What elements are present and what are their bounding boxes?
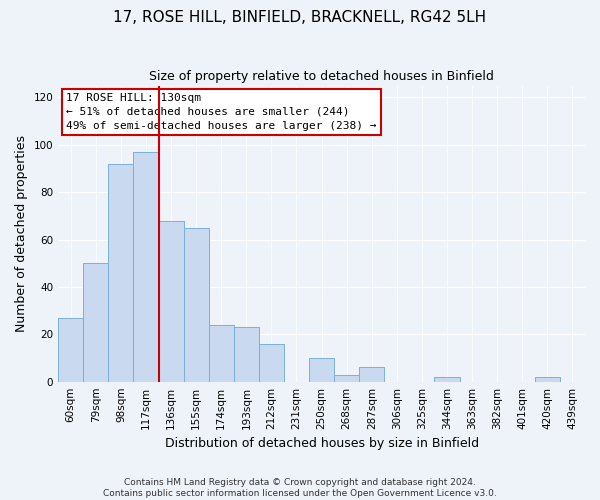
Bar (434, 377, 460, 382)
X-axis label: Distribution of detached houses by size in Binfield: Distribution of detached houses by size … (164, 437, 479, 450)
Bar (58, 318, 83, 382)
Bar (535, 377, 560, 382)
Bar (184, 228, 209, 382)
Bar (359, 368, 385, 382)
Text: Contains HM Land Registry data © Crown copyright and database right 2024.
Contai: Contains HM Land Registry data © Crown c… (103, 478, 497, 498)
Y-axis label: Number of detached properties: Number of detached properties (15, 135, 28, 332)
Bar (83, 263, 109, 382)
Bar (158, 220, 184, 382)
Bar (309, 358, 334, 382)
Bar (133, 152, 158, 382)
Title: Size of property relative to detached houses in Binfield: Size of property relative to detached ho… (149, 70, 494, 83)
Bar (209, 325, 234, 382)
Bar (109, 164, 133, 382)
Bar (259, 344, 284, 382)
Bar (334, 374, 359, 382)
Bar (234, 327, 259, 382)
Text: 17 ROSE HILL: 130sqm
← 51% of detached houses are smaller (244)
49% of semi-deta: 17 ROSE HILL: 130sqm ← 51% of detached h… (66, 93, 377, 131)
Text: 17, ROSE HILL, BINFIELD, BRACKNELL, RG42 5LH: 17, ROSE HILL, BINFIELD, BRACKNELL, RG42… (113, 10, 487, 25)
